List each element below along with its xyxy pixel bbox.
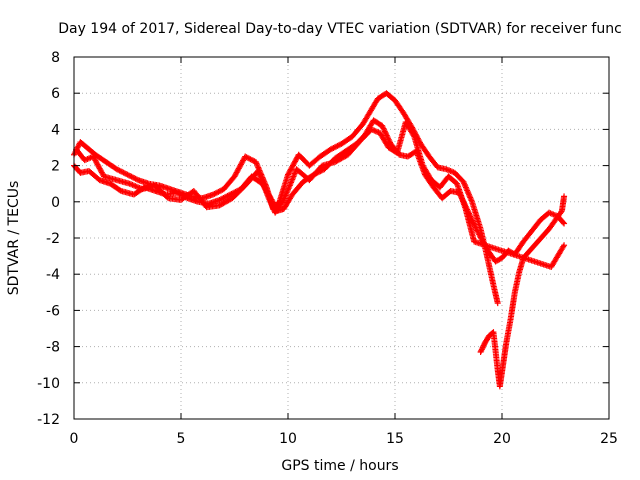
series-track-c bbox=[477, 193, 568, 390]
x-tick-label: 5 bbox=[177, 431, 186, 447]
data-point bbox=[216, 196, 223, 203]
data-point bbox=[242, 153, 249, 160]
y-axis-label: SDTVAR / TECUs bbox=[6, 181, 22, 296]
data-point bbox=[131, 175, 138, 182]
data-point bbox=[225, 192, 232, 199]
data-point bbox=[247, 156, 254, 163]
x-tick-label: 25 bbox=[600, 431, 618, 447]
data-point bbox=[133, 176, 140, 183]
data-point bbox=[243, 154, 250, 161]
data-point bbox=[472, 223, 479, 230]
data-point bbox=[119, 168, 126, 175]
data-point bbox=[224, 192, 231, 199]
data-point bbox=[381, 126, 388, 133]
data-point bbox=[558, 209, 565, 216]
y-tick-label: 4 bbox=[51, 122, 60, 138]
data-point bbox=[327, 146, 334, 153]
data-point bbox=[216, 188, 223, 195]
data-point bbox=[561, 220, 568, 227]
y-tick-label: -6 bbox=[46, 303, 60, 319]
data-point bbox=[383, 132, 390, 139]
data-point bbox=[210, 191, 217, 198]
data-point bbox=[248, 156, 255, 163]
data-point bbox=[214, 189, 221, 196]
data-point bbox=[211, 190, 218, 197]
data-point bbox=[381, 128, 388, 135]
data-point bbox=[217, 196, 224, 203]
data-point bbox=[246, 155, 253, 162]
data-point bbox=[329, 145, 336, 152]
data-point bbox=[219, 195, 226, 202]
data-point bbox=[382, 129, 389, 136]
y-tick-label: 0 bbox=[51, 195, 60, 211]
data-point bbox=[117, 168, 124, 175]
data-point bbox=[123, 170, 130, 177]
data-point bbox=[223, 193, 230, 200]
data-point bbox=[379, 124, 386, 131]
data-point bbox=[116, 167, 123, 174]
data-point bbox=[244, 154, 251, 161]
data-point bbox=[335, 142, 342, 149]
data-point bbox=[380, 125, 387, 132]
x-tick-label: 10 bbox=[279, 431, 297, 447]
data-point bbox=[383, 131, 390, 138]
data-point bbox=[560, 243, 567, 250]
y-tick-label: 8 bbox=[51, 50, 60, 66]
data-point bbox=[115, 166, 122, 173]
data-point bbox=[218, 187, 225, 194]
data-point bbox=[561, 242, 568, 249]
data-point bbox=[212, 190, 219, 197]
data-point bbox=[176, 191, 183, 198]
data-point bbox=[410, 132, 417, 139]
data-point bbox=[561, 193, 568, 200]
data-point bbox=[113, 166, 120, 173]
data-point bbox=[129, 174, 136, 181]
y-tick-label: -8 bbox=[46, 340, 60, 356]
y-tick-label: -12 bbox=[37, 412, 60, 428]
y-tick-label: -4 bbox=[46, 267, 60, 283]
tick-labels: 0 5 10 15 20 25 -12 -10 -8 -6 -4 -2 0 2 4 6 8 bbox=[37, 50, 618, 447]
y-tick-label: -2 bbox=[46, 231, 60, 247]
chart-title: Day 194 of 2017, Sidereal Day-to-day VTE… bbox=[58, 21, 622, 37]
data-point bbox=[121, 170, 128, 177]
data-point bbox=[125, 172, 132, 179]
x-axis-label: GPS time / hours bbox=[281, 458, 398, 474]
y-tick-label: 2 bbox=[51, 159, 60, 175]
x-tick-label: 15 bbox=[386, 431, 404, 447]
data-point bbox=[220, 194, 227, 201]
data-point bbox=[120, 169, 127, 176]
data-point bbox=[494, 300, 501, 307]
data-point bbox=[128, 173, 135, 180]
x-tick-label: 20 bbox=[493, 431, 511, 447]
data-point bbox=[173, 189, 180, 196]
data-point bbox=[132, 175, 139, 182]
y-tick-label: 6 bbox=[51, 86, 60, 102]
data-point bbox=[215, 188, 222, 195]
data-point bbox=[560, 219, 567, 226]
axis-ticks bbox=[73, 56, 610, 420]
data-point bbox=[334, 142, 341, 149]
data-point bbox=[177, 191, 184, 198]
data-point bbox=[175, 190, 182, 197]
x-tick-label: 0 bbox=[70, 431, 79, 447]
plot-data bbox=[71, 90, 568, 390]
series-track-d bbox=[73, 119, 568, 270]
data-point bbox=[127, 173, 134, 180]
data-point bbox=[331, 144, 338, 151]
data-point bbox=[116, 187, 123, 194]
data-point bbox=[250, 157, 257, 164]
y-tick-label: -10 bbox=[37, 376, 60, 392]
data-point bbox=[330, 144, 337, 151]
data-point bbox=[384, 133, 391, 140]
data-point bbox=[472, 224, 479, 231]
data-point bbox=[333, 143, 340, 150]
data-point bbox=[124, 171, 131, 178]
data-point bbox=[227, 191, 234, 198]
data-point bbox=[221, 194, 228, 201]
data-point bbox=[379, 122, 386, 129]
